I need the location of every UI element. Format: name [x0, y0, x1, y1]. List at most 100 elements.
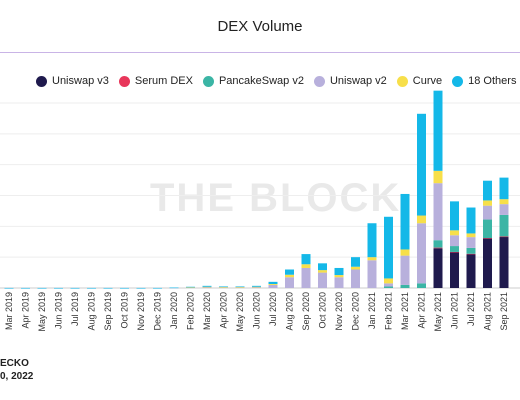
bar-segment[interactable]	[268, 284, 278, 288]
legend-item[interactable]: 18 Others	[452, 75, 516, 87]
bar-segment[interactable]	[499, 204, 509, 215]
bar-segment[interactable]	[466, 254, 476, 288]
bar-segment[interactable]	[417, 215, 426, 224]
legend-item[interactable]: Serum DEX	[118, 75, 193, 87]
bar-segment[interactable]	[400, 249, 410, 256]
bar-segment[interactable]	[499, 199, 509, 205]
bar-segment[interactable]	[499, 236, 509, 238]
bar-segment[interactable]	[153, 287, 162, 289]
bar-segment[interactable]	[450, 201, 459, 231]
bar-segment[interactable]	[384, 283, 393, 287]
bar-segment[interactable]	[318, 263, 327, 271]
bar-segment[interactable]	[285, 269, 294, 275]
bar-segment[interactable]	[301, 254, 311, 265]
bar-segment[interactable]	[367, 260, 377, 288]
bar-segment[interactable]	[499, 177, 509, 200]
x-tick-label: Mar 2021	[400, 292, 410, 330]
bar-segment[interactable]	[400, 284, 410, 288]
bar-segment[interactable]	[268, 283, 278, 285]
bar-segment[interactable]	[417, 283, 426, 288]
bar-segment[interactable]	[466, 233, 476, 238]
bar-segment[interactable]	[433, 247, 443, 249]
x-tick-label: Sep 2020	[301, 292, 311, 331]
bar-segment[interactable]	[367, 257, 377, 261]
bar-segment[interactable]	[466, 237, 476, 248]
bar-segment[interactable]	[169, 287, 179, 289]
bar-segment[interactable]	[499, 214, 509, 237]
bar-segment[interactable]	[450, 246, 459, 252]
bar-segment[interactable]	[318, 270, 327, 273]
bar-segment[interactable]	[219, 287, 228, 288]
bar-segment[interactable]	[384, 286, 393, 288]
bar-segment[interactable]	[351, 269, 360, 289]
bar-segment[interactable]	[417, 113, 426, 216]
bar-segment[interactable]	[219, 287, 228, 288]
bar-segment[interactable]	[483, 238, 492, 239]
bar-segment[interactable]	[235, 287, 245, 288]
bar-segment[interactable]	[120, 287, 129, 289]
bar-segment[interactable]	[450, 235, 459, 247]
bar-segment[interactable]	[252, 286, 261, 288]
bar-segment[interactable]	[285, 274, 294, 278]
bar-segment[interactable]	[202, 285, 212, 287]
bar-segment[interactable]	[351, 257, 360, 267]
bar-segment[interactable]	[483, 200, 492, 206]
bar-segment[interactable]	[252, 285, 261, 287]
bar-segment[interactable]	[21, 287, 30, 289]
bar-segment[interactable]	[483, 219, 492, 239]
legend-item[interactable]: Curve	[396, 75, 442, 87]
bar-segment[interactable]	[252, 287, 261, 288]
bar-segment[interactable]	[87, 287, 96, 289]
bar-segment[interactable]	[318, 272, 327, 288]
bar-segment[interactable]	[301, 267, 311, 288]
bar-segment[interactable]	[367, 223, 377, 258]
x-tick-label: May 2020	[235, 292, 245, 332]
bar-segment[interactable]	[417, 223, 426, 284]
bar-segment[interactable]	[450, 230, 459, 236]
bar-segment[interactable]	[186, 286, 195, 288]
x-tick-label: Nov 2020	[334, 292, 344, 331]
bar-segment[interactable]	[384, 216, 393, 279]
bar-segment[interactable]	[219, 286, 228, 288]
x-tick-label: Jul 2019	[70, 292, 80, 326]
bar-segment[interactable]	[268, 281, 278, 284]
bar-segment[interactable]	[433, 240, 443, 248]
bar-segment[interactable]	[483, 205, 492, 220]
bar-segment[interactable]	[400, 255, 410, 285]
bar-segment[interactable]	[483, 180, 492, 201]
bar-segment[interactable]	[433, 248, 443, 288]
bar-segment[interactable]	[466, 247, 476, 254]
bar-segment[interactable]	[235, 287, 245, 288]
bar-segment[interactable]	[334, 275, 344, 278]
bar-segment[interactable]	[483, 238, 492, 288]
bar-segment[interactable]	[466, 253, 476, 255]
bar-segment[interactable]	[103, 287, 113, 289]
bar-segment[interactable]	[136, 287, 146, 289]
bar-segment[interactable]	[334, 277, 344, 288]
bar-segment[interactable]	[384, 278, 393, 284]
bar-segment[interactable]	[54, 287, 63, 289]
bar-segment[interactable]	[301, 264, 311, 268]
legend-item[interactable]: Uniswap v2	[313, 75, 387, 87]
bar-segment[interactable]	[450, 252, 459, 288]
legend-swatch	[313, 75, 325, 87]
bar-segment[interactable]	[70, 287, 80, 289]
bar-segment[interactable]	[4, 287, 14, 289]
bar-segment[interactable]	[433, 183, 443, 241]
bar-segment[interactable]	[186, 287, 195, 288]
bar-segment[interactable]	[202, 287, 212, 288]
bar-segment[interactable]	[433, 170, 443, 184]
bar-segment[interactable]	[450, 251, 459, 253]
bar-segment[interactable]	[466, 207, 476, 234]
bar-segment[interactable]	[202, 286, 212, 288]
bar-segment[interactable]	[235, 286, 245, 288]
legend-item[interactable]: Uniswap v3	[36, 75, 109, 87]
legend-item[interactable]: PancakeSwap v2	[202, 75, 304, 87]
bar-segment[interactable]	[499, 236, 509, 288]
bar-segment[interactable]	[334, 267, 344, 276]
bar-segment[interactable]	[37, 287, 47, 289]
bar-segment[interactable]	[285, 277, 294, 288]
bar-segment[interactable]	[400, 193, 410, 250]
bar-segment[interactable]	[433, 90, 443, 171]
bar-segment[interactable]	[351, 266, 360, 270]
